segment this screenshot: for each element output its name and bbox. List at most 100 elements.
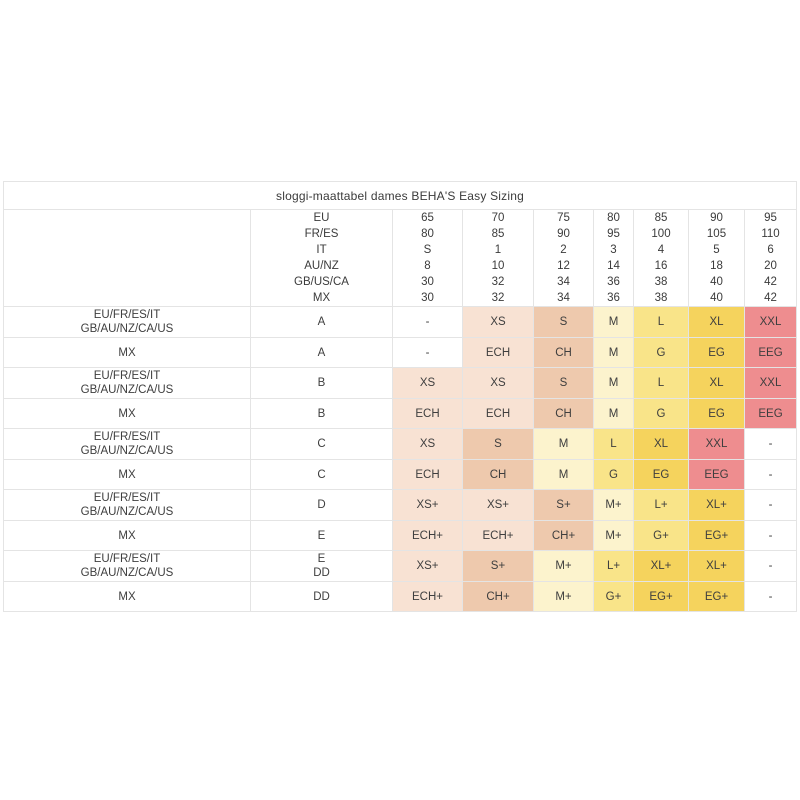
header-size-value: 80 (607, 212, 620, 224)
size-value-cell: XS (392, 367, 463, 399)
size-value-cell: ECH+ (392, 520, 463, 551)
cup-size-cell: C (250, 428, 393, 460)
region-label: GB/AU/NZ/CA/US (80, 384, 174, 396)
size-value-cell: L (593, 428, 634, 460)
cup-size-cell: C (250, 459, 393, 490)
title-row: sloggi-maattabel dames BEHA'S Easy Sizin… (2, 181, 798, 210)
cup-size-cell: D (250, 489, 393, 521)
size-row: MX B ECH ECH CH M G EG EEG (3, 398, 798, 429)
size-value-cell: XS (462, 367, 534, 399)
cup-size-label: A (317, 346, 326, 359)
header-size-value: 14 (607, 260, 620, 272)
cup-size-label: DD (313, 567, 330, 579)
size-value-cell: EG (688, 398, 745, 429)
region-label: MX (118, 407, 136, 420)
header-size-value: 30 (421, 276, 434, 288)
sloggi-size-table: sloggi-maattabel dames BEHA'S Easy Sizin… (2, 181, 798, 612)
size-value-cell: - (743, 520, 798, 551)
header-size-value: 38 (654, 276, 668, 288)
size-value-cell: EEG (743, 398, 798, 429)
header-size-value: 80 (421, 228, 434, 240)
size-value-cell: CH+ (462, 581, 534, 612)
header-size-value: 42 (764, 292, 777, 304)
size-value-cell: M (533, 459, 594, 490)
size-value-cell: EG+ (688, 581, 745, 612)
size-value-cell: M (593, 367, 634, 399)
size-value-cell: L+ (633, 489, 689, 521)
size-value-cell: M (533, 428, 594, 460)
header-values-cell: 90 105 5 18 40 40 (688, 209, 745, 307)
region-label: GB/AU/NZ/CA/US (80, 506, 174, 518)
header-size-value: 95 (764, 212, 777, 224)
size-value-cell: EG+ (688, 520, 745, 551)
size-value-cell: XXL (743, 306, 798, 338)
region-label: EU/FR/ES/IT (93, 431, 161, 443)
header-size-value: 34 (557, 292, 570, 304)
header-size-value: 3 (610, 244, 617, 256)
sizing-system-label: EU (313, 212, 330, 224)
region-label-cell: MX (3, 459, 251, 490)
size-value-cell: XL (688, 306, 745, 338)
size-value-cell: XS+ (462, 489, 534, 521)
region-label: EU/FR/ES/IT (93, 370, 161, 382)
region-label: MX (118, 468, 136, 481)
size-value-cell: XS (392, 428, 463, 460)
header-size-value: 85 (491, 228, 505, 240)
sizing-system-label: AU/NZ (304, 260, 339, 272)
size-value-cell: EEG (743, 337, 798, 368)
header-size-value: 85 (654, 212, 668, 224)
cup-size-label: E (317, 529, 326, 542)
header-systems-cell: EU FR/ES IT AU/NZ GB/US/CA MX (250, 209, 393, 307)
size-value-cell: L (633, 306, 689, 338)
region-label: MX (118, 529, 136, 542)
header-size-value: 6 (767, 244, 774, 256)
header-size-value: 4 (657, 244, 665, 256)
header-values-cell: 75 90 2 12 34 34 (533, 209, 594, 307)
size-value-cell: M (593, 306, 634, 338)
cup-size-cell: E (250, 520, 393, 551)
header-size-value: 36 (607, 292, 620, 304)
size-value-cell: - (743, 428, 798, 460)
size-value-cell: CH (533, 337, 594, 368)
header-size-value: 34 (557, 276, 570, 288)
size-value-cell: G+ (633, 520, 689, 551)
header-values-cell: 80 95 3 14 36 36 (593, 209, 634, 307)
size-value-cell: ECH (462, 337, 534, 368)
header-values-cell: 85 100 4 16 38 38 (633, 209, 689, 307)
region-label: GB/AU/NZ/CA/US (80, 445, 174, 457)
size-value-cell: ECH (392, 398, 463, 429)
header-size-value: 95 (607, 228, 620, 240)
cup-size-label: C (317, 468, 326, 481)
size-value-cell: ECH (392, 459, 463, 490)
sizing-system-label: GB/US/CA (294, 276, 349, 288)
size-row: MX C ECH CH M G EG EEG - (3, 459, 798, 490)
size-value-cell: - (743, 489, 798, 521)
header-empty-cell (3, 209, 251, 307)
header-size-value: 90 (557, 228, 570, 240)
size-value-cell: - (743, 550, 798, 582)
cup-size-label: B (317, 377, 326, 389)
region-label-cell: MX (3, 581, 251, 612)
size-value-cell: S (533, 306, 594, 338)
header-size-value: 2 (560, 244, 567, 256)
header-size-value: 40 (710, 292, 723, 304)
size-row: EU/FR/ES/IT GB/AU/NZ/CA/US A - XS S M L XL XXL (3, 306, 798, 338)
size-row: EU/FR/ES/IT GB/AU/NZ/CA/US C XS S M L XL XXL - (3, 428, 798, 460)
region-label: GB/AU/NZ/CA/US (80, 567, 174, 579)
size-row: EU/FR/ES/IT GB/AU/NZ/CA/US B XS XS S M L XL XXL (3, 367, 798, 399)
size-value-cell: XL+ (688, 489, 745, 521)
region-label-cell: EU/FR/ES/IT GB/AU/NZ/CA/US (3, 306, 251, 338)
size-value-cell: - (392, 337, 463, 368)
region-label: EU/FR/ES/IT (93, 553, 161, 565)
region-label-cell: EU/FR/ES/IT GB/AU/NZ/CA/US (3, 428, 251, 460)
header-size-value: 70 (491, 212, 505, 224)
size-value-cell: L (633, 367, 689, 399)
table-title: sloggi-maattabel dames BEHA'S Easy Sizin… (2, 181, 798, 210)
cup-size-cell: B (250, 398, 393, 429)
region-label-cell: MX (3, 337, 251, 368)
header-size-value: 90 (710, 212, 723, 224)
size-value-cell: M+ (593, 489, 634, 521)
size-row: MX DD ECH+ CH+ M+ G+ EG+ EG+ - (3, 581, 798, 612)
size-value-cell: - (743, 459, 798, 490)
